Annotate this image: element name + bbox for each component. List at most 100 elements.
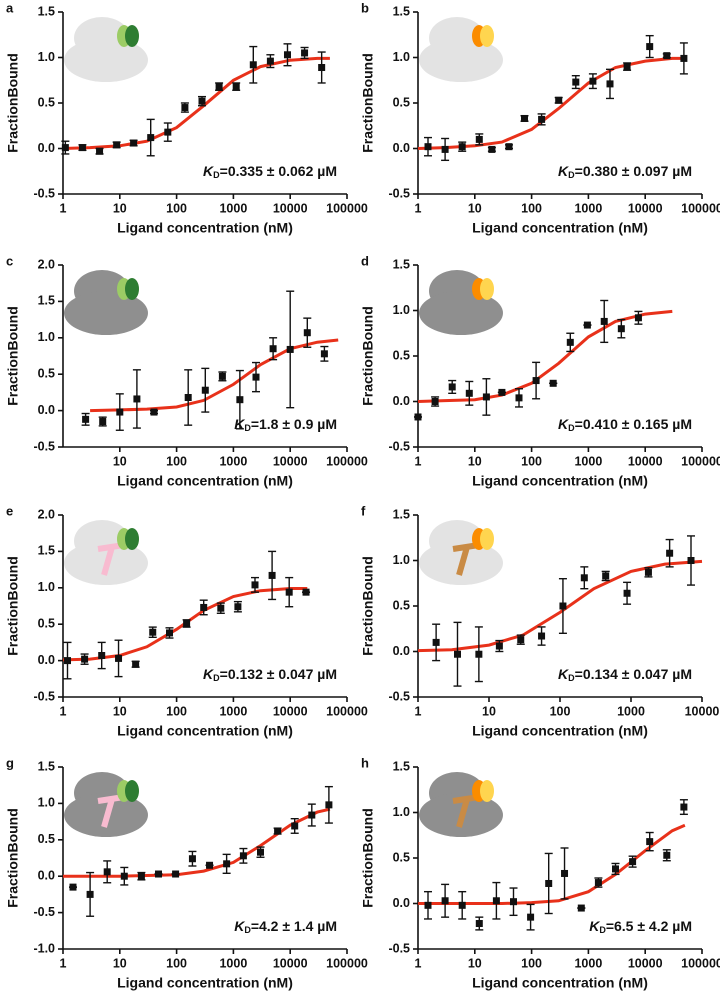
kd-annotation: KD=0.410 ± 0.165 µM (558, 416, 692, 434)
data-point (116, 408, 124, 416)
kd-subscript: D (213, 170, 220, 180)
data-point (257, 848, 265, 856)
data-point (680, 54, 688, 62)
data-point (206, 861, 214, 869)
data-point (303, 329, 311, 337)
x-tick-label: 100 (521, 454, 542, 468)
data-point (268, 571, 276, 579)
y-tick-label: 1.0 (393, 553, 410, 567)
y-tick-label: 0.0 (393, 644, 410, 658)
data-point (606, 80, 614, 88)
data-point (600, 317, 608, 325)
data-point (115, 654, 123, 662)
data-point (252, 373, 260, 381)
data-point (559, 602, 567, 610)
y-tick-label: -0.5 (33, 186, 55, 200)
panel-label: b (361, 0, 369, 15)
data-point (527, 913, 535, 921)
data-point (132, 660, 140, 668)
data-point (448, 383, 456, 391)
data-point (475, 650, 483, 658)
data-point (266, 57, 274, 65)
x-tick-label: 1 (415, 956, 422, 970)
data-point (687, 557, 695, 564)
data-point (414, 413, 422, 421)
x-axis-title: Ligand concentration (nM) (117, 473, 293, 489)
data-point (646, 838, 654, 846)
y-tick-label: 0.5 (38, 366, 55, 380)
data-point (495, 642, 503, 650)
kd-symbol: K (558, 163, 569, 179)
icon-domain (480, 528, 494, 550)
icon-domain (125, 780, 139, 802)
data-point (561, 869, 569, 877)
x-tick-label: 1000 (219, 454, 247, 468)
data-point (492, 897, 500, 905)
data-point (583, 321, 591, 329)
y-tick-label: 0.0 (393, 394, 410, 408)
data-point (96, 147, 104, 155)
icon-domain (480, 780, 494, 802)
data-point (236, 396, 244, 404)
data-point (200, 603, 208, 611)
y-tick-label: 1.5 (38, 759, 55, 773)
data-point (646, 43, 654, 51)
schematic-icon (419, 772, 503, 837)
data-point (291, 822, 299, 830)
kd-value: =1.8 ± 0.9 µM (251, 416, 337, 432)
data-point (566, 338, 574, 346)
x-tick-label: 10 (113, 956, 127, 970)
x-tick-label: 100 (521, 201, 542, 215)
data-point (147, 134, 155, 142)
kd-symbol: K (234, 416, 245, 432)
y-axis-title: FractionBound (360, 808, 376, 908)
y-tick-label: -0.5 (388, 186, 410, 200)
fit-curve (90, 338, 339, 413)
x-tick-label: 1000 (219, 956, 247, 970)
schematic-icon (419, 17, 503, 82)
data-point (663, 851, 671, 859)
y-tick-label: 0.5 (393, 95, 410, 109)
y-axis-title: FractionBound (5, 306, 21, 406)
data-point (269, 345, 277, 353)
y-tick-label: 0.5 (38, 95, 55, 109)
kd-value: =6.5 ± 4.2 µM (606, 918, 692, 934)
data-point (549, 379, 557, 387)
y-tick-label: 1.5 (393, 4, 410, 18)
data-point (113, 141, 121, 149)
data-point (629, 858, 637, 866)
kd-symbol: K (234, 918, 245, 934)
data-point (201, 386, 209, 394)
data-point (458, 143, 466, 151)
x-tick-label: 10000 (628, 201, 663, 215)
data-point (617, 325, 625, 333)
kd-subscript: D (599, 925, 606, 935)
x-axis-title: Ligand concentration (nM) (472, 220, 648, 236)
icon-domain (125, 278, 139, 300)
kd-value: =0.132 ± 0.047 µM (220, 666, 337, 682)
y-tick-label: 1.0 (38, 796, 55, 810)
y-tick-label: 0.5 (38, 616, 55, 630)
kd-value: =0.134 ± 0.047 µM (575, 666, 692, 682)
x-tick-label: 1000 (574, 201, 602, 215)
y-tick-label: 1.5 (38, 294, 55, 308)
x-tick-label: 10 (113, 704, 127, 718)
icon-body (419, 38, 503, 82)
x-tick-label: 100 (166, 956, 187, 970)
x-tick-label: 10 (113, 201, 127, 215)
kd-subscript: D (244, 423, 251, 433)
data-point (283, 51, 291, 59)
x-tick-label: 1000 (617, 704, 645, 718)
data-point (78, 144, 86, 152)
data-point (166, 629, 174, 637)
y-tick-label: 1.5 (38, 4, 55, 18)
data-point (130, 139, 138, 147)
fit-curve (63, 807, 331, 878)
y-tick-label: 1.0 (38, 330, 55, 344)
data-point (572, 78, 580, 86)
data-point (475, 920, 483, 928)
schematic-icon (64, 270, 148, 335)
data-point (538, 115, 546, 123)
data-point (505, 143, 513, 151)
